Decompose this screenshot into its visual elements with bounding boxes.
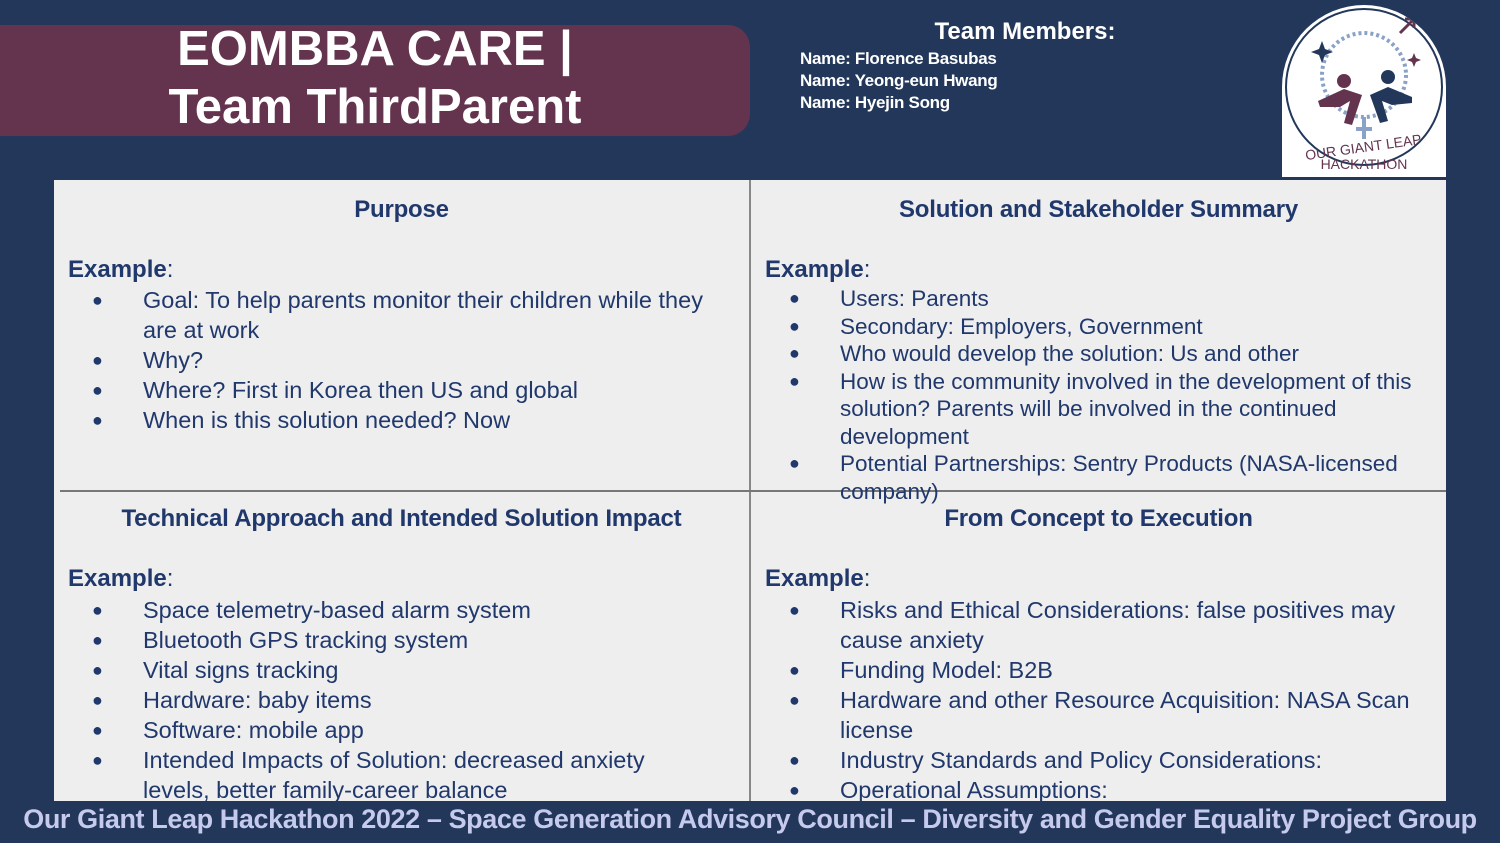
star-icon <box>1407 53 1421 67</box>
section-title: Purpose <box>354 196 449 223</box>
example-label-text: Example <box>765 256 864 283</box>
team-member: Name: Yeong-eun Hwang <box>800 71 998 90</box>
section-title: Solution and Stakeholder Summary <box>898 196 1298 223</box>
list-item: Bluetooth GPS tracking system <box>68 625 708 655</box>
hackathon-logo-graphic: OUR GIANT LEAP HACKATHON <box>1285 8 1443 172</box>
section-title: From Concept to Execution <box>944 505 1253 532</box>
list-item: Goal: To help parents monitor their chil… <box>68 285 708 345</box>
section-list: Space telemetry-based alarm system Bluet… <box>68 595 708 801</box>
star-icon <box>1311 41 1333 63</box>
list-item: Funding Model: B2B <box>765 655 1441 685</box>
list-item: Space telemetry-based alarm system <box>68 595 708 625</box>
example-label-text: Example <box>765 565 864 592</box>
list-item: Potential Partnerships: Sentry Products … <box>765 450 1441 505</box>
list-item: Who would develop the solution: Us and o… <box>765 340 1441 368</box>
person-icon <box>1337 74 1351 88</box>
list-item: How is the community involved in the dev… <box>765 368 1441 451</box>
team-member: Name: Florence Basubas <box>800 49 997 68</box>
female-symbol-icon <box>1356 117 1372 139</box>
section-technical-approach: Technical Approach and Intended Solution… <box>54 491 749 801</box>
title-line-2: Team ThirdParent <box>168 80 582 134</box>
globe-icon <box>1320 31 1408 119</box>
example-label-text: Example <box>68 256 167 283</box>
list-item: Risks and Ethical Considerations: false … <box>765 595 1441 655</box>
example-label: Example: <box>765 565 871 592</box>
hackathon-logo: OUR GIANT LEAP HACKATHON <box>1282 5 1446 177</box>
list-item: Intended Impacts of Solution: decreased … <box>68 745 708 801</box>
content-grid: Purpose Example: Goal: To help parents m… <box>54 180 1446 801</box>
example-label: Example: <box>68 565 174 592</box>
title-line-1: EOMBBA CARE | <box>177 22 573 76</box>
section-purpose: Purpose Example: Goal: To help parents m… <box>54 180 749 490</box>
example-label-text: Example <box>68 565 167 592</box>
list-item: Why? <box>68 345 708 375</box>
list-item: Secondary: Employers, Government <box>765 313 1441 341</box>
list-item: When is this solution needed? Now <box>68 405 708 435</box>
example-label: Example: <box>765 256 871 283</box>
section-solution-stakeholder: Solution and Stakeholder Summary Example… <box>751 180 1446 504</box>
example-label: Example: <box>68 256 174 283</box>
list-item: Hardware and other Resource Acquisition:… <box>765 685 1441 745</box>
person-icon <box>1381 70 1395 84</box>
list-item: Vital signs tracking <box>68 655 708 685</box>
title-banner <box>0 25 750 136</box>
list-item: Operational Assumptions: <box>765 775 1441 801</box>
section-list: Goal: To help parents monitor their chil… <box>68 285 708 435</box>
team-member: Name: Hyejin Song <box>800 93 950 112</box>
list-item: Software: mobile app <box>68 715 708 745</box>
grid-divider-horizontal <box>60 490 1446 492</box>
team-members-heading: Team Members: <box>934 18 1116 45</box>
logo-text-line-2: HACKATHON <box>1321 156 1408 172</box>
section-list: Users: Parents Secondary: Employers, Gov… <box>765 285 1441 505</box>
section-concept-to-execution: From Concept to Execution Example: Risks… <box>751 491 1446 801</box>
footer-caption: Our Giant Leap Hackathon 2022 – Space Ge… <box>23 804 1477 834</box>
page-title: EOMBBA CARE | Team ThirdParent <box>0 20 750 136</box>
list-item: Where? First in Korea then US and global <box>68 375 708 405</box>
team-members: Team Members: Name: Florence Basubas Nam… <box>800 18 1260 114</box>
section-title: Technical Approach and Intended Solution… <box>121 505 682 532</box>
list-item: Industry Standards and Policy Considerat… <box>765 745 1441 775</box>
section-list: Risks and Ethical Considerations: false … <box>765 595 1441 801</box>
list-item: Users: Parents <box>765 285 1441 313</box>
list-item: Hardware: baby items <box>68 685 708 715</box>
